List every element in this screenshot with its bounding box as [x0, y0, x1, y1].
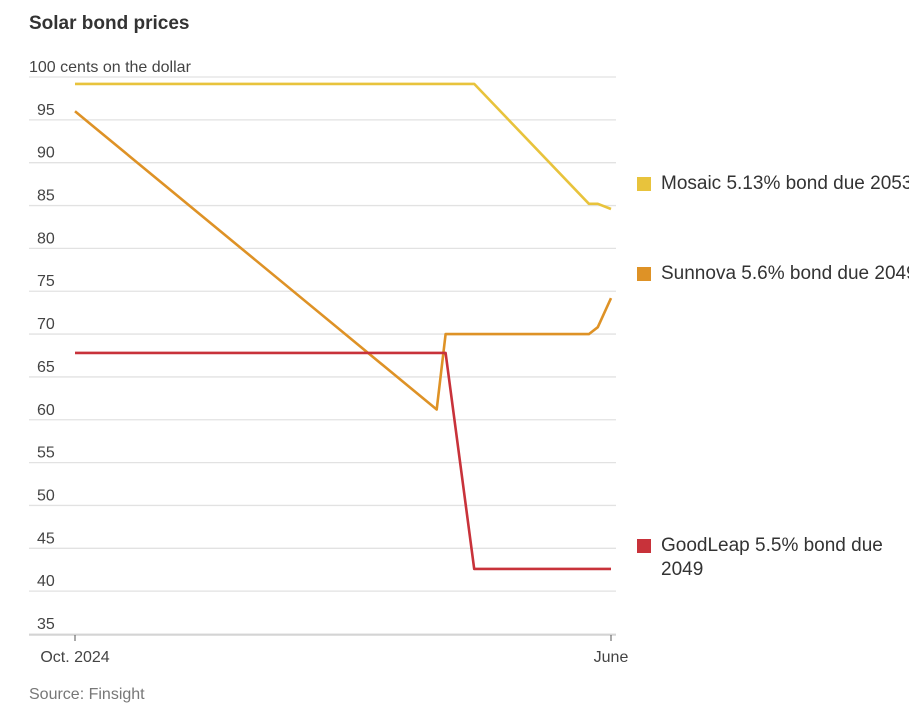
series-line-sunnova [74, 110, 613, 411]
y-tick-label: 50 [37, 487, 55, 504]
y-tick-label: 45 [37, 530, 55, 547]
series-line-goodleap [75, 351, 611, 571]
y-tick-label: 35 [37, 616, 55, 633]
chart-title: Solar bond prices [29, 13, 190, 34]
legend-label: GoodLeap 5.5% bond due 2049 [661, 535, 883, 580]
y-tick-label: 60 [37, 402, 55, 419]
legend-swatch [637, 177, 651, 191]
y-tick-label: 65 [37, 359, 55, 376]
y-tick-label: 70 [37, 316, 55, 333]
y-tick-label: 55 [37, 445, 55, 462]
y-tick-label: 100 cents on the dollar [29, 59, 192, 76]
y-tick-label: 80 [37, 230, 55, 247]
y-tick-label: 90 [37, 145, 55, 162]
legend-swatch [637, 267, 651, 281]
series-line-mosaic [75, 82, 612, 211]
legend-item: Mosaic 5.13% bond due 2053 [637, 172, 909, 196]
legend-label: Sunnova 5.6% bond due 2049 [661, 263, 909, 284]
legend-label: Mosaic 5.13% bond due 2053 [661, 173, 909, 194]
x-tick-label: Oct. 2024 [40, 649, 109, 666]
legend-item: GoodLeap 5.5% bond due 2049 [637, 534, 909, 582]
legend-item: Sunnova 5.6% bond due 2049 [637, 262, 909, 286]
y-tick-label: 40 [37, 573, 55, 590]
source-note: Source: Finsight [29, 686, 145, 703]
y-tick-label: 75 [37, 273, 55, 290]
y-tick-label: 85 [37, 188, 55, 205]
y-tick-label: 95 [37, 102, 55, 119]
x-tick-label: June [594, 649, 629, 666]
legend-swatch [637, 539, 651, 553]
